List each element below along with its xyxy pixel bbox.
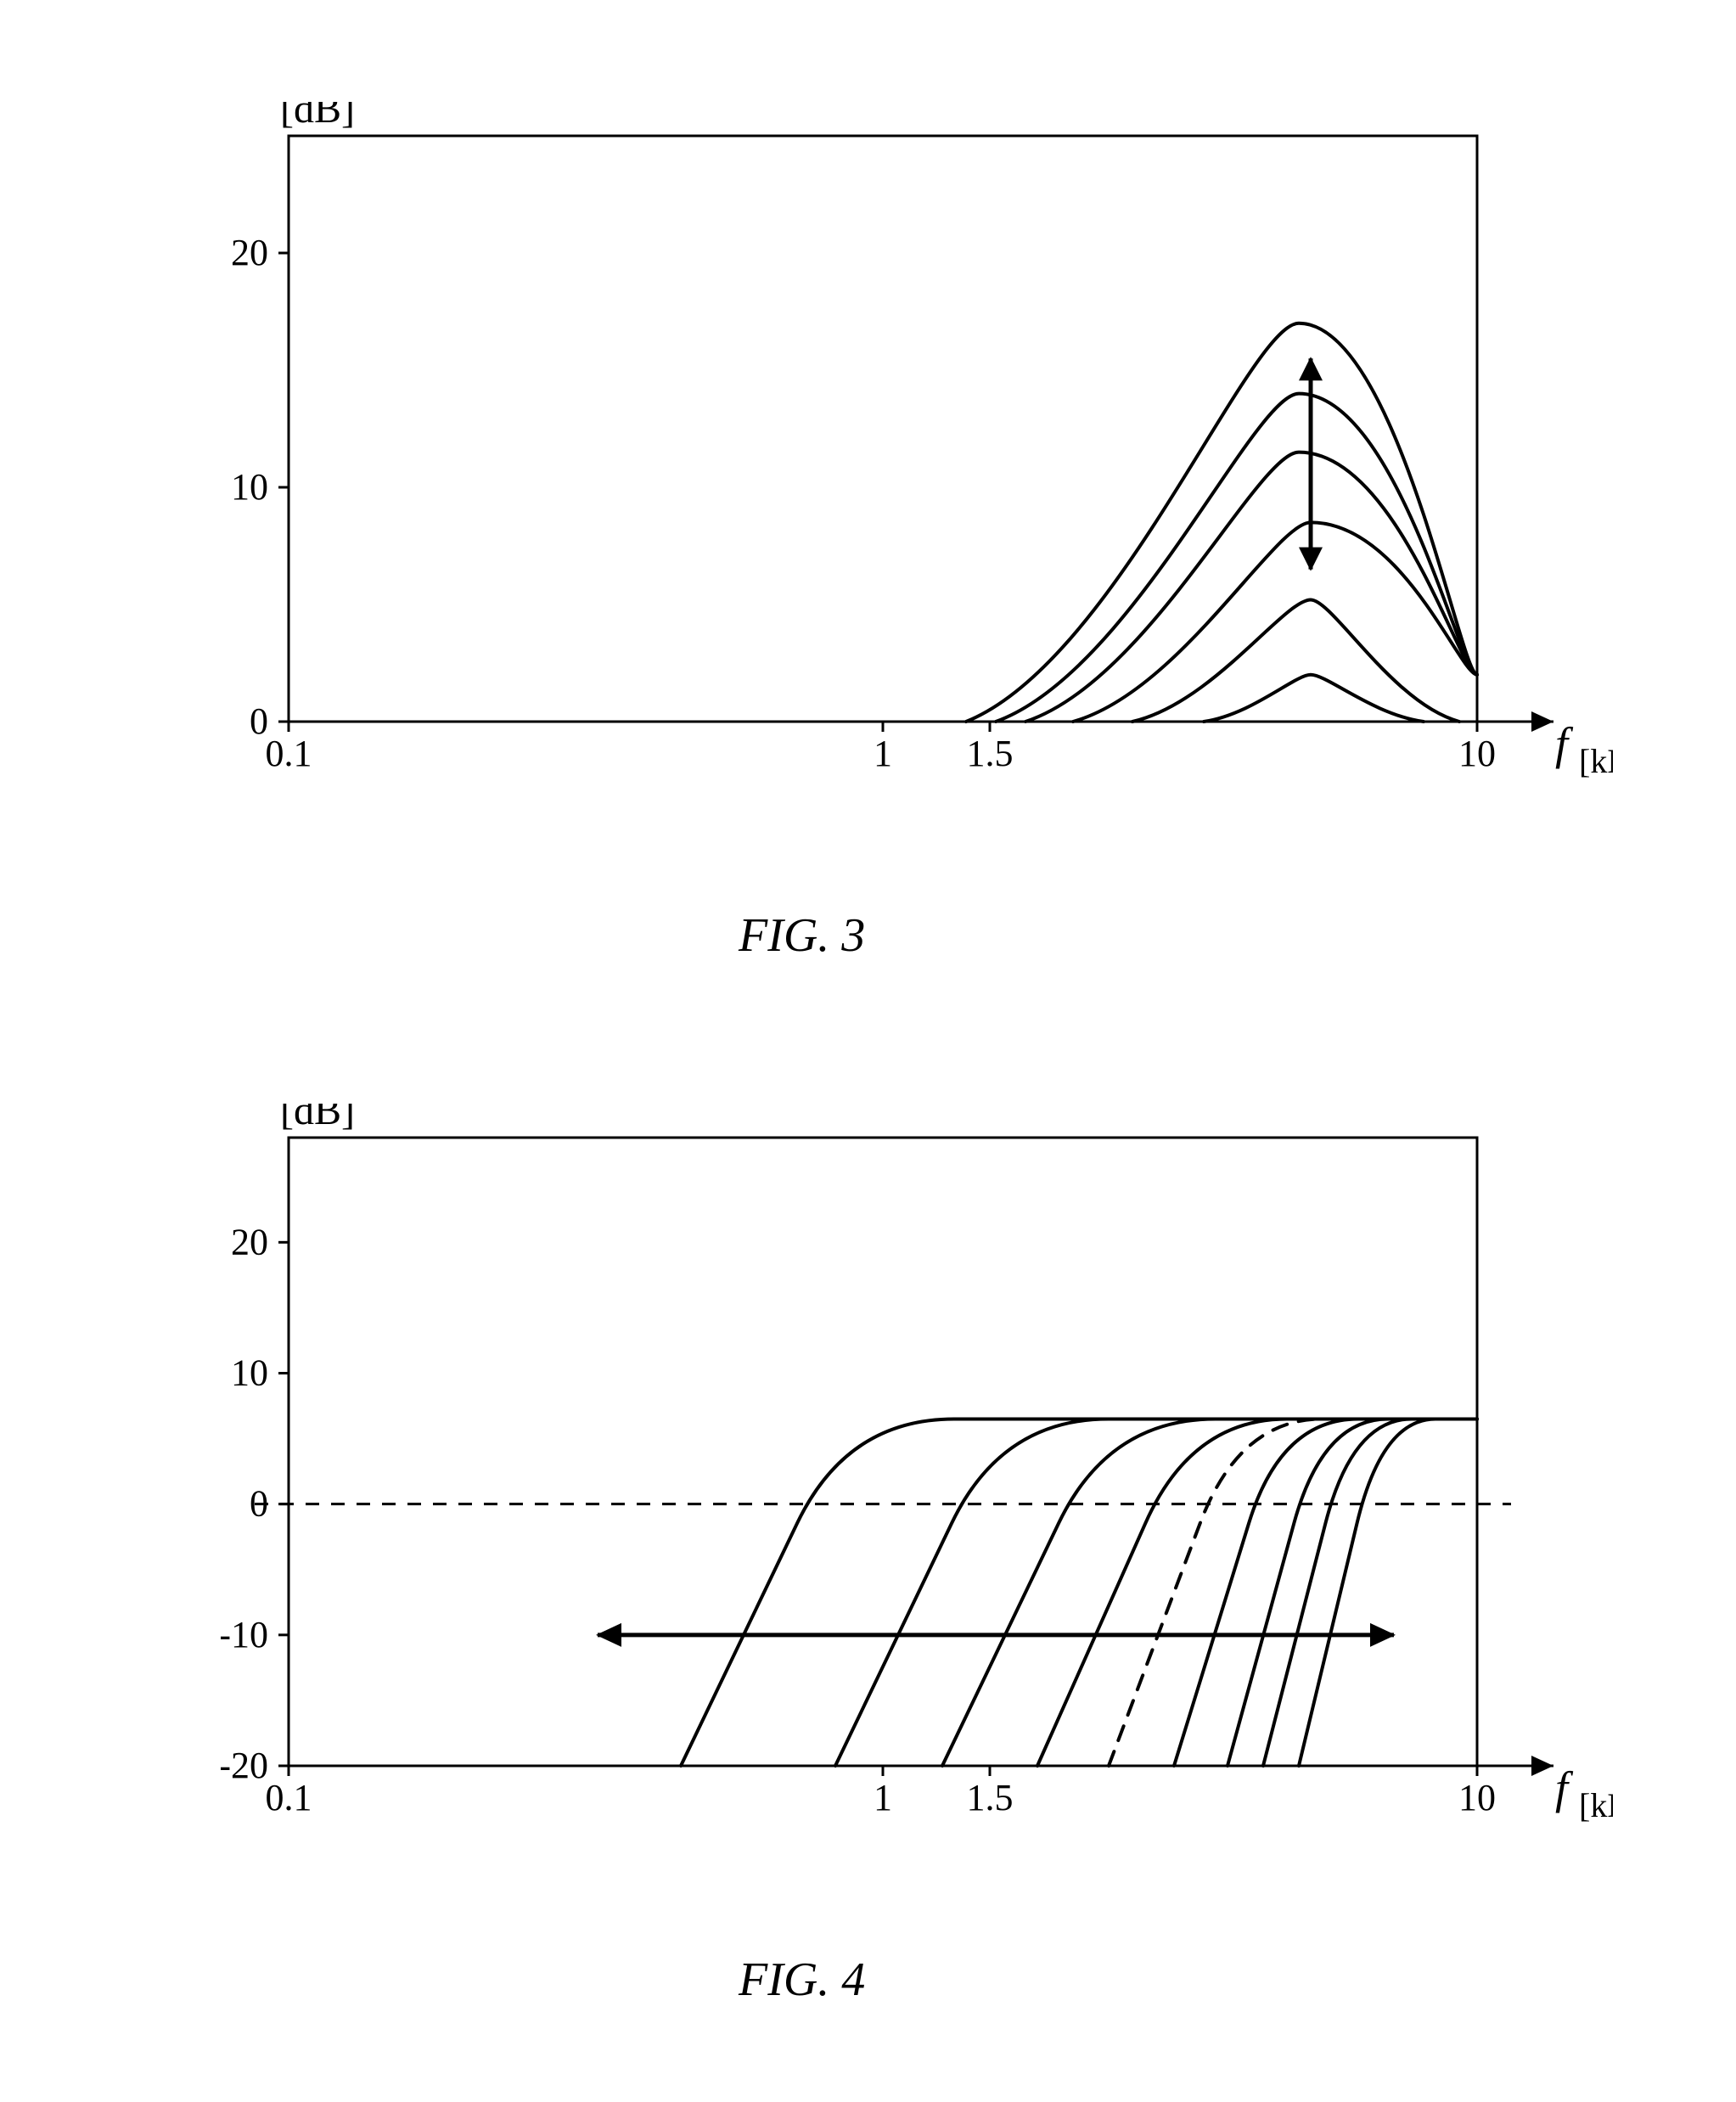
svg-text:[dB]: [dB] xyxy=(280,1104,355,1133)
svg-text:[dB]: [dB] xyxy=(280,102,355,132)
svg-text:10: 10 xyxy=(231,466,268,508)
svg-text:1.5: 1.5 xyxy=(967,1777,1014,1818)
fig4-caption: FIG. 4 xyxy=(739,1953,865,2007)
svg-text:1: 1 xyxy=(874,1777,892,1818)
svg-text:10: 10 xyxy=(1458,733,1496,774)
svg-text:10: 10 xyxy=(231,1352,268,1394)
fig3-caption: FIG. 3 xyxy=(739,908,865,963)
svg-text:1: 1 xyxy=(874,733,892,774)
svg-text:[kHz]: [kHz] xyxy=(1579,742,1613,780)
svg-text:-10: -10 xyxy=(221,1614,268,1655)
fig4-chart: -20-1001020[dB]0.111.510f[kHz] xyxy=(221,1104,1613,1906)
svg-text:[kHz]: [kHz] xyxy=(1579,1786,1613,1824)
svg-text:-20: -20 xyxy=(221,1745,268,1786)
svg-text:0.1: 0.1 xyxy=(266,1777,312,1818)
svg-text:0.1: 0.1 xyxy=(266,733,312,774)
svg-text:1.5: 1.5 xyxy=(967,733,1014,774)
page: 01020[dB]0.111.510f[kHz] FIG. 3 -20-1001… xyxy=(0,0,1736,2102)
svg-text:20: 20 xyxy=(231,1221,268,1262)
fig3-chart: 01020[dB]0.111.510f[kHz] xyxy=(221,102,1613,853)
svg-text:f: f xyxy=(1555,1762,1574,1813)
svg-text:20: 20 xyxy=(231,232,268,273)
svg-text:f: f xyxy=(1555,718,1574,769)
svg-text:10: 10 xyxy=(1458,1777,1496,1818)
